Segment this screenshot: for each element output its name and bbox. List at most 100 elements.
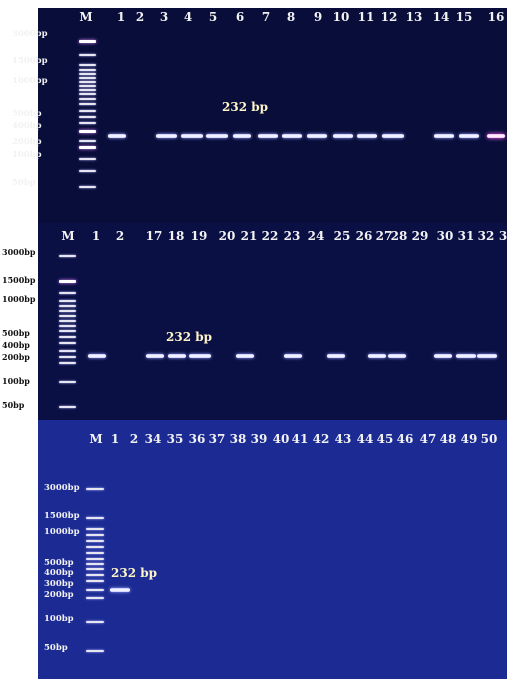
ladder-band xyxy=(59,255,76,257)
ladder-band xyxy=(59,330,76,332)
sample-band-lane-5 xyxy=(206,134,228,138)
ladder-band xyxy=(86,574,104,576)
lane-label-34: 34 xyxy=(144,432,162,446)
lane-label-25: 25 xyxy=(333,229,351,243)
lane-label-37: 37 xyxy=(208,432,226,446)
ladder-band xyxy=(86,580,104,582)
ladder-size-label: 500bp xyxy=(2,328,30,338)
lane-label-1: 1 xyxy=(110,432,120,446)
lane-label-27: 27 xyxy=(375,229,393,243)
ladder-band xyxy=(79,98,96,100)
sample-band-lane-28 xyxy=(388,354,406,358)
ladder-band xyxy=(79,110,96,112)
lane-label-30: 30 xyxy=(436,229,454,243)
ladder-band xyxy=(59,406,76,408)
lane-label-46: 46 xyxy=(396,432,414,446)
ladder-size-label: 1000bp xyxy=(2,294,36,304)
lane-label-42: 42 xyxy=(312,432,330,446)
ladder-size-label: 400bp xyxy=(44,568,74,578)
ladder-band xyxy=(59,292,76,294)
lane-label-5: 5 xyxy=(208,10,218,24)
ladder-band xyxy=(86,597,104,599)
sample-band-lane-6 xyxy=(233,134,251,138)
ladder-band xyxy=(79,140,96,142)
lane-label-10: 10 xyxy=(332,10,350,24)
ladder-size-label: 100bp xyxy=(2,376,30,386)
gel-panel-3 xyxy=(38,420,507,679)
lane-label-49: 49 xyxy=(460,432,478,446)
sample-band-lane-21 xyxy=(236,354,254,358)
sample-band-lane-31 xyxy=(456,354,476,358)
sample-band-lane-27 xyxy=(368,354,386,358)
ladder-band xyxy=(86,589,104,591)
lane-label-2: 2 xyxy=(129,432,139,446)
ladder-band xyxy=(79,77,96,79)
ladder-band xyxy=(59,305,76,307)
lane-label-22: 22 xyxy=(261,229,279,243)
ladder-band xyxy=(79,103,96,105)
lane-label-23: 23 xyxy=(283,229,301,243)
ladder-band xyxy=(79,186,96,188)
lane-label-4: 4 xyxy=(183,10,193,24)
lane-label-47: 47 xyxy=(419,432,437,446)
sample-band-lane-18 xyxy=(168,354,186,358)
lane-label-36: 36 xyxy=(188,432,206,446)
ladder-band xyxy=(59,320,76,322)
product-size-label: 232 bp xyxy=(111,566,158,580)
ladder-size-label: 3000bp xyxy=(2,247,36,257)
ladder-band xyxy=(79,64,96,66)
lane-label-32: 32 xyxy=(477,229,495,243)
sample-band-lane-3 xyxy=(156,134,177,138)
ladder-size-label: 200bp xyxy=(44,590,74,600)
lane-label-21: 21 xyxy=(240,229,258,243)
ladder-band xyxy=(79,158,96,160)
ladder-band xyxy=(79,40,96,43)
lane-label-8: 8 xyxy=(286,10,296,24)
ladder-size-label: 50bp xyxy=(44,643,68,653)
ladder-band xyxy=(79,146,96,149)
lane-label-16: 16 xyxy=(487,10,505,24)
ladder-size-label: 50bp xyxy=(2,400,25,410)
lane-label-6: 6 xyxy=(235,10,245,24)
lane-label-45: 45 xyxy=(376,432,394,446)
ladder-band xyxy=(86,563,104,565)
sample-band-lane-10 xyxy=(333,134,353,138)
ladder-band xyxy=(59,300,76,302)
lane-label-28: 28 xyxy=(390,229,408,243)
sample-band-lane-11 xyxy=(357,134,377,138)
lane-label-7: 7 xyxy=(261,10,271,24)
ladder-size-label: 1500bp xyxy=(44,511,80,521)
ladder-band xyxy=(79,69,96,71)
sample-band-lane-32 xyxy=(477,354,497,358)
sample-band-lane-12 xyxy=(382,134,404,138)
ladder-band xyxy=(79,116,96,118)
ladder-band xyxy=(59,310,76,312)
lane-label-M: M xyxy=(79,10,93,24)
ladder-band xyxy=(86,546,104,548)
ladder-band xyxy=(86,650,104,652)
ladder-band xyxy=(79,89,96,91)
ladder-band xyxy=(59,280,76,283)
ladder-band xyxy=(86,517,104,519)
lane-label-M: M xyxy=(61,229,75,243)
ladder-band xyxy=(79,170,96,172)
sample-band-lane-16 xyxy=(487,134,505,138)
ladder-size-label: 400bp xyxy=(12,121,42,131)
ladder-band xyxy=(86,568,104,570)
ladder-size-label: 200bp xyxy=(2,352,30,362)
sample-band-lane-1 xyxy=(108,134,126,138)
ladder-size-label: 400bp xyxy=(2,340,30,350)
lane-label-26: 26 xyxy=(355,229,373,243)
product-size-label: 232 bp xyxy=(222,100,269,114)
ladder-band xyxy=(86,558,104,560)
ladder-band xyxy=(86,528,104,530)
lane-label-12: 12 xyxy=(380,10,398,24)
lane-label-35: 35 xyxy=(166,432,184,446)
sample-band-lane-17 xyxy=(146,354,164,358)
ladder-band xyxy=(59,342,76,344)
sample-band-lane-7 xyxy=(258,134,278,138)
sample-band-lane-1 xyxy=(110,588,130,592)
ladder-band xyxy=(79,85,96,87)
ladder-band xyxy=(59,336,76,338)
ladder-band xyxy=(59,356,76,358)
